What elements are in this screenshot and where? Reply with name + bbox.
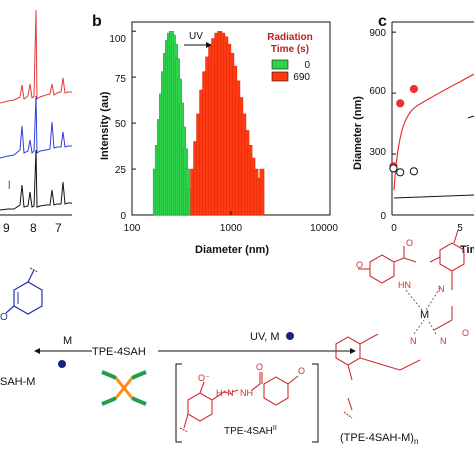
right-arrowhead-icon bbox=[350, 348, 356, 354]
uv-arrowhead-icon bbox=[206, 42, 212, 48]
intermediate-oxide-label: O⁻ bbox=[198, 373, 210, 383]
tpe-core-icon bbox=[101, 370, 147, 406]
panel-a-tick: 9 bbox=[3, 221, 10, 235]
panel-b-letter: b bbox=[92, 13, 102, 30]
bar-690-23 bbox=[259, 168, 265, 216]
metal-ion-dot-icon bbox=[286, 332, 294, 340]
panel-b-x-tick-label: 100 bbox=[124, 223, 141, 234]
panel-c-y-tick-label: 0 bbox=[380, 211, 386, 222]
metal-ion-dot-icon bbox=[58, 360, 66, 368]
left-oxygen-label: O bbox=[0, 312, 8, 323]
panel-b-arrow-label: UV bbox=[189, 31, 203, 42]
panel-c-partial-marker bbox=[467, 115, 474, 119]
panel-b-y-tick-label: 100 bbox=[109, 34, 126, 45]
right-reagent-label: UV, M bbox=[250, 331, 280, 343]
complex-o-label: O bbox=[462, 328, 469, 338]
panel-c: c Diameter (nm) 0 300 600 900 0 5 Tim bbox=[352, 13, 474, 256]
panel-c-letter: c bbox=[378, 13, 387, 30]
panel-c-y-tick-label: 900 bbox=[369, 28, 386, 39]
intermediate-o-label: O bbox=[256, 362, 263, 372]
legend-title: Radiation bbox=[267, 32, 313, 43]
panel-b-y-tick-label: 25 bbox=[115, 165, 127, 176]
panel-a-tick: 8 bbox=[30, 221, 37, 235]
panel-a-tick: 7 bbox=[55, 221, 62, 235]
panel-a-marker: | bbox=[8, 179, 10, 189]
panel-b-ticks bbox=[131, 30, 331, 216]
panel-c-fit-curve-red bbox=[393, 73, 474, 191]
reaction-scheme: O SAH-M M TPE-4SAH UV, M bbox=[0, 229, 469, 446]
coordination-bonds bbox=[405, 287, 441, 335]
intermediate-nh-label: NH bbox=[240, 388, 253, 398]
panel-c-point-0-1 bbox=[396, 99, 405, 108]
panel-b-y-axis-label: Intensity (au) bbox=[99, 91, 111, 160]
panel-c-point-0-2 bbox=[409, 84, 418, 94]
panel-a-spectrum-blue bbox=[0, 95, 72, 159]
panel-c-y-tick-label: 300 bbox=[369, 147, 386, 158]
complex-product-label: (TPE-4SAH-M)n bbox=[340, 432, 418, 446]
panel-c-point-1-0 bbox=[389, 164, 398, 173]
intermediate-label: TPE-4SAHII bbox=[224, 425, 277, 437]
panel-b-y-tick-label: 75 bbox=[115, 74, 127, 85]
panel-c-y-axis-label: Diameter (nm) bbox=[352, 96, 364, 170]
intermediate-structure bbox=[179, 372, 299, 433]
legend-label-690: 690 bbox=[293, 72, 310, 83]
left-reagent-label: M bbox=[63, 335, 72, 347]
panel-c-fit-line-black bbox=[393, 194, 474, 199]
left-arrowhead-icon bbox=[34, 348, 40, 354]
intermediate-hn-label: H⁺N bbox=[216, 388, 234, 398]
panel-a: | 9 8 7 bbox=[0, 9, 72, 235]
complex-structure bbox=[335, 229, 465, 419]
complex-n-label: N bbox=[440, 336, 447, 346]
panel-a-spectrum-black bbox=[0, 149, 72, 211]
panel-c-points bbox=[389, 84, 418, 177]
panel-b-y-tick-label: 50 bbox=[115, 119, 127, 130]
legend-title: Time (s) bbox=[271, 44, 309, 55]
panel-b-x-tick-label: 10000 bbox=[310, 223, 338, 234]
panel-c-x-tick-label: 0 bbox=[391, 223, 397, 234]
panel-a-spectrum-red bbox=[0, 9, 72, 104]
legend-swatch-0 bbox=[271, 59, 289, 70]
left-ring-bond bbox=[27, 269, 35, 283]
complex-hn-label: HN bbox=[398, 280, 411, 290]
panel-c-x-tick-label: 5 bbox=[457, 223, 463, 234]
panel-c-point-1-1 bbox=[396, 168, 405, 177]
panel-b-bars bbox=[152, 31, 265, 216]
legend-label-0: 0 bbox=[304, 60, 310, 71]
panel-c-ticks bbox=[392, 31, 396, 216]
complex-n-label: N bbox=[410, 336, 417, 346]
intermediate-o-label: O bbox=[298, 366, 305, 376]
panel-c-x-axis-label: Tim bbox=[460, 244, 474, 256]
center-compound-label: TPE-4SAH bbox=[92, 346, 146, 358]
intermediate-bracket bbox=[175, 363, 319, 443]
complex-o-label: O bbox=[406, 238, 413, 248]
legend-swatch-690 bbox=[271, 71, 289, 82]
left-product-label: SAH-M bbox=[0, 376, 35, 388]
left-wavy-bond bbox=[29, 267, 39, 273]
panel-c-point-1-2 bbox=[409, 167, 418, 176]
panel-c-y-tick-label: 600 bbox=[369, 86, 386, 97]
complex-o-label: O bbox=[356, 260, 363, 270]
metal-center-label: M bbox=[420, 309, 429, 321]
panel-b: b Intensity (au) Diameter (nm) 0 25 50 7… bbox=[92, 13, 338, 256]
left-ring-bond bbox=[5, 305, 15, 314]
panel-b-x-tick-label: 1000 bbox=[220, 223, 243, 234]
panel-b-y-tick-label: 0 bbox=[120, 211, 126, 222]
panel-b-x-axis-label: Diameter (nm) bbox=[195, 244, 269, 256]
complex-n-label: N bbox=[438, 284, 445, 294]
